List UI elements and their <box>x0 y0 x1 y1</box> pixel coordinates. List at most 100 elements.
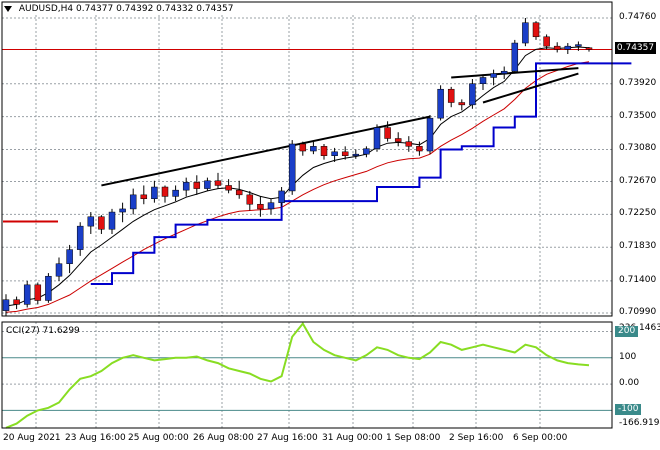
price-tick-label: 0.73500 <box>619 110 657 121</box>
support-step-line <box>90 62 632 285</box>
candle <box>13 296 20 310</box>
price-tick-label: 0.72670 <box>619 175 657 186</box>
trendline <box>482 72 579 104</box>
cci-level-0-label: 0.00 <box>619 378 640 389</box>
candle <box>320 143 328 160</box>
candle-body <box>267 202 275 210</box>
candle <box>469 79 476 109</box>
candle <box>267 198 275 215</box>
candle-body <box>490 73 497 78</box>
candle <box>426 115 434 155</box>
candle <box>511 39 519 74</box>
candle-body <box>447 88 455 103</box>
candle-body <box>55 263 63 277</box>
candle <box>479 74 487 90</box>
price-tick-label: 0.71400 <box>619 274 657 285</box>
candle-body <box>575 44 582 47</box>
candle-body <box>299 143 307 152</box>
candle-body <box>405 141 413 147</box>
candle-body <box>458 102 466 106</box>
candle-body <box>341 151 349 156</box>
grid <box>2 15 612 428</box>
candle <box>352 149 360 159</box>
candle-body <box>288 143 296 192</box>
candle-body <box>225 185 232 191</box>
candle-body <box>310 146 317 152</box>
candle <box>246 190 254 211</box>
cci-max-label: 236.1463 <box>619 323 660 333</box>
candle-body <box>13 299 20 305</box>
candle-body <box>214 180 222 186</box>
ma-fast-line <box>5 46 590 307</box>
candle-body <box>553 45 561 50</box>
candle <box>161 185 169 203</box>
price-tick-label: 0.73920 <box>619 77 657 88</box>
time-tick-label: 25 Aug 00:00 <box>128 433 189 443</box>
candle <box>87 212 95 234</box>
candle <box>278 187 285 207</box>
candle-body <box>98 216 105 230</box>
cci-level-neg100-tag: -100 <box>615 404 642 416</box>
candle-body <box>543 36 550 47</box>
candle-body <box>416 146 423 152</box>
price-tick-label: 0.70990 <box>619 307 657 317</box>
candle-body <box>564 45 572 50</box>
candle-body <box>151 186 158 200</box>
candle <box>129 188 137 215</box>
current-price-tag: 0.74357 <box>615 42 656 54</box>
candle-body <box>500 70 508 74</box>
price-tick-label: 0.72250 <box>619 208 657 219</box>
candle <box>55 257 63 281</box>
price-tick-label: 0.73080 <box>619 143 657 154</box>
price-tick-label: 0.74760 <box>619 12 657 22</box>
trendline <box>101 115 431 187</box>
candle <box>341 146 349 160</box>
dropdown-triangle-icon[interactable] <box>4 5 12 12</box>
candle <box>2 294 10 317</box>
ma-slow-line <box>5 61 590 313</box>
time-tick-label: 23 Aug 16:00 <box>65 433 126 443</box>
candle <box>585 46 593 52</box>
candle-body <box>246 194 254 205</box>
candle-body <box>182 182 190 191</box>
candle-body <box>108 211 116 230</box>
candle-body <box>373 127 381 149</box>
candle-body <box>172 189 179 197</box>
candle <box>416 141 423 156</box>
candle <box>66 244 73 274</box>
candle-body <box>352 153 360 156</box>
candle-body <box>585 47 593 50</box>
candle-body <box>469 83 476 106</box>
candle <box>575 41 582 51</box>
candle-body <box>66 249 73 264</box>
pane-frames <box>1 1 613 429</box>
candle <box>257 196 264 217</box>
candle-body <box>204 180 211 189</box>
candle-body <box>532 22 540 38</box>
candle-body <box>193 182 201 189</box>
candle-body <box>34 284 42 301</box>
candle <box>405 136 413 152</box>
candle-body <box>235 189 243 196</box>
candle-body <box>331 151 338 156</box>
candle-body <box>76 225 84 250</box>
candle <box>172 185 179 202</box>
cci-line <box>5 321 590 429</box>
candle <box>204 177 211 191</box>
candle-body <box>23 284 31 305</box>
candle-body <box>479 77 487 84</box>
cci-title: CCI(27) 71.6299 <box>6 326 80 336</box>
symbol-label: AUDUSD,H4 <box>18 4 74 14</box>
candle <box>500 66 508 80</box>
cci-level-200-tag: 200 <box>615 325 639 337</box>
candle-body <box>2 299 10 311</box>
candle <box>214 172 222 189</box>
candle-body <box>45 275 52 301</box>
candle <box>522 18 529 47</box>
candle <box>447 86 455 108</box>
cci-pane-border <box>1 321 613 429</box>
time-tick-label: 31 Aug 00:00 <box>322 433 383 443</box>
candle <box>182 177 190 197</box>
